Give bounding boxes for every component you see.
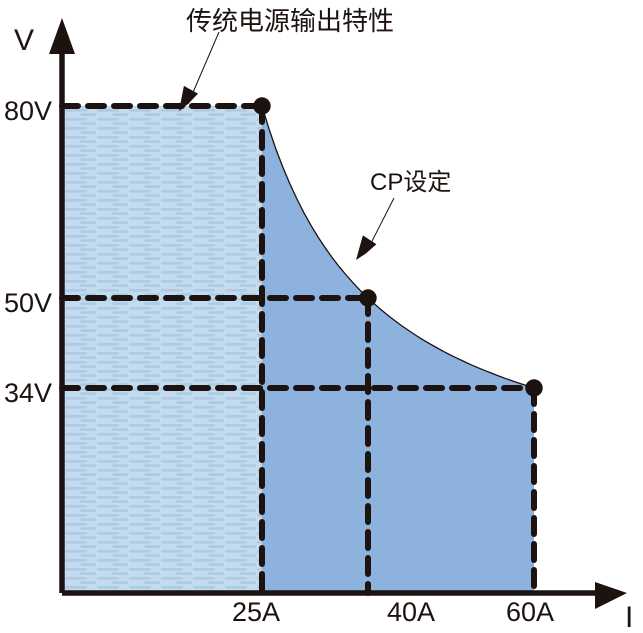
- svg-text:传统电源输出特性: 传统电源输出特性: [186, 6, 394, 36]
- svg-text:50V: 50V: [4, 288, 52, 318]
- svg-text:60A: 60A: [506, 597, 554, 627]
- svg-text:80V: 80V: [4, 96, 52, 126]
- svg-text:25A: 25A: [232, 597, 280, 627]
- svg-text:V: V: [14, 24, 34, 57]
- svg-text:I: I: [625, 601, 633, 633]
- svg-text:40A: 40A: [387, 597, 435, 627]
- svg-text:34V: 34V: [4, 378, 52, 408]
- svg-text:CP设定: CP设定: [370, 169, 451, 196]
